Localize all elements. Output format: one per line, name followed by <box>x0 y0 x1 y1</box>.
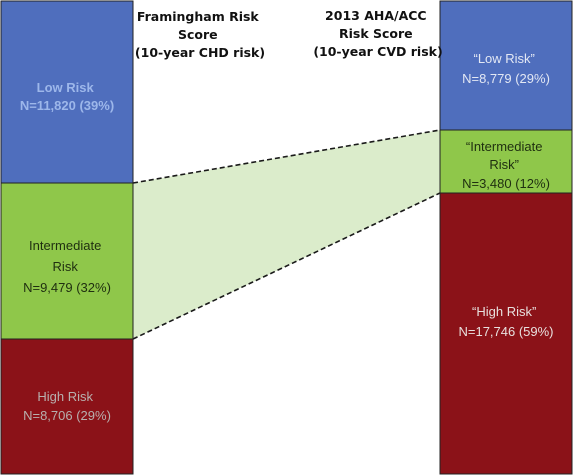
right-high-risk-label: “High Risk” N=17,746 (59%) <box>458 304 553 339</box>
right-high-risk-block <box>439 192 573 475</box>
left-intermediate-risk-block <box>0 182 134 340</box>
left-low-risk-block <box>0 0 134 184</box>
right-column-heading: 2013 AHA/ACC Risk Score (10-year CVD ris… <box>313 8 442 59</box>
left-high-risk-block <box>0 338 134 475</box>
left-low-risk-label: Low Risk N=11,820 (39%) <box>20 80 114 113</box>
left-column: Low Risk N=11,820 (39%) Intermediate Ris… <box>0 0 265 475</box>
right-intermediate-risk-block <box>439 129 573 194</box>
right-low-risk-label: “Low Risk” N=8,779 (29%) <box>462 51 550 86</box>
right-low-risk-block <box>439 0 573 131</box>
left-column-heading: Framingham Risk Score (10-year CHD risk) <box>135 9 265 60</box>
intermediate-connector-band <box>133 130 440 339</box>
left-high-risk-label: High Risk N=8,706 (29%) <box>23 389 111 423</box>
connector-bottom-line <box>132 192 441 340</box>
right-column: “Low Risk” N=8,779 (29%) “Intermediate R… <box>313 0 573 475</box>
left-intermediate-risk-label: Intermediate Risk N=9,479 (32%) <box>23 238 111 295</box>
connector-top-line <box>132 129 441 184</box>
right-intermediate-risk-label: “Intermediate Risk” N=3,480 (12%) <box>462 139 550 191</box>
